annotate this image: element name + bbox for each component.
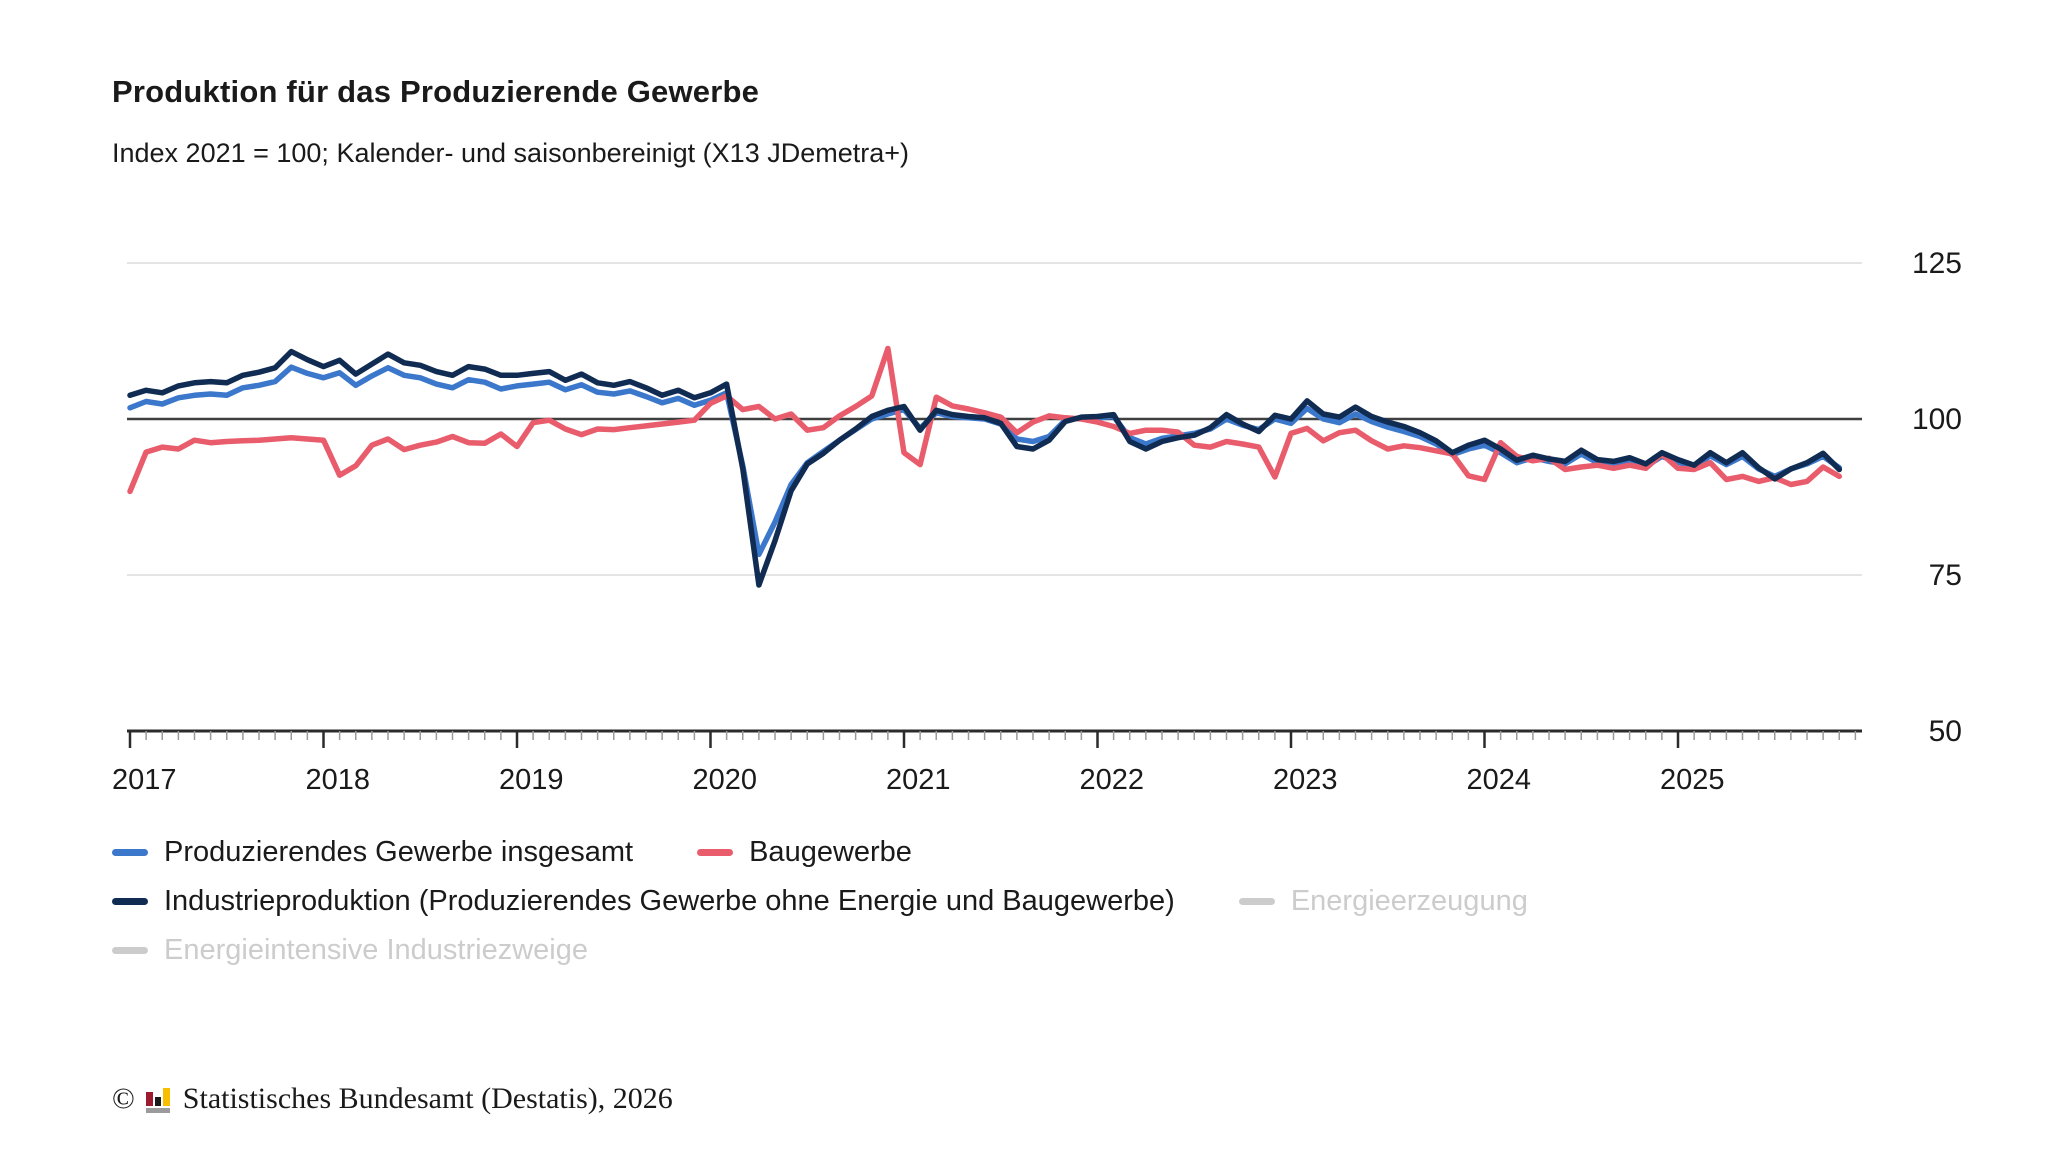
series-line-produzierendes-gewerbe-insgesamt	[127, 364, 1843, 558]
copyright-symbol: ©	[112, 1082, 135, 1115]
x-axis-label-2025: 2025	[1660, 764, 1725, 796]
legend-dash-icon	[112, 947, 148, 954]
legend-item-energieintensive-industriezweige[interactable]: Energieintensive Industriezweige	[112, 934, 588, 967]
x-axis-label-2019: 2019	[499, 764, 564, 796]
x-axis-label-2018: 2018	[306, 764, 371, 796]
legend-dash-icon	[1238, 898, 1275, 905]
page-title: Produktion für das Produzierende Gewerbe	[112, 74, 760, 109]
x-axis-label-2021: 2021	[886, 764, 951, 796]
page-subtitle: Index 2021 = 100; Kalender- und saisonbe…	[112, 138, 910, 168]
source-note: © Statistisches Bundesamt (Destatis), 20…	[112, 1082, 673, 1116]
source-text: Statistisches Bundesamt (Destatis), 2026	[182, 1082, 673, 1115]
legend-label: Baugewerbe	[749, 836, 912, 868]
chart-legend: Produzierendes Gewerbe insgesamt Baugewer…	[112, 836, 1922, 967]
legend-item-energieerzeugung[interactable]: Energieerzeugung	[1238, 885, 1528, 918]
x-axis-label-2017: 2017	[112, 764, 177, 796]
x-axis-label-2022: 2022	[1080, 764, 1145, 796]
legend-dash-icon	[112, 849, 148, 856]
x-axis-label-2024: 2024	[1467, 764, 1532, 796]
legend-label: Industrieproduktion (Produzierendes Gewe…	[164, 885, 1175, 917]
legend-item-baugewerbe[interactable]: Baugewerbe	[697, 836, 912, 869]
y-axis-label-125: 125	[1912, 247, 1962, 280]
x-axis-label-2023: 2023	[1273, 764, 1338, 796]
legend-label: Produzierendes Gewerbe insgesamt	[164, 836, 634, 868]
legend-label: Energieintensive Industriezweige	[164, 934, 588, 966]
legend-label: Energieerzeugung	[1290, 885, 1528, 917]
series-line-industrieproduktion-produzierendes-gewerbe-ohne-energie-und-baugewerbe	[127, 348, 1843, 588]
y-axis-label-100: 100	[1912, 403, 1962, 436]
y-axis-label-75: 75	[1929, 559, 1962, 592]
x-axis-label-2020: 2020	[693, 764, 758, 796]
legend-dash-icon	[112, 898, 148, 905]
legend-item-industrieproduktion-produzierendes-gewerbe-ohne-energie-und-baugewerbe[interactable]: Industrieproduktion (Produzierendes Gewe…	[112, 885, 1175, 918]
legend-dash-icon	[697, 849, 734, 856]
y-axis-label-50: 50	[1929, 715, 1962, 748]
destatis-logo-icon	[145, 1088, 170, 1113]
legend-item-produzierendes-gewerbe-insgesamt[interactable]: Produzierendes Gewerbe insgesamt	[112, 836, 633, 869]
